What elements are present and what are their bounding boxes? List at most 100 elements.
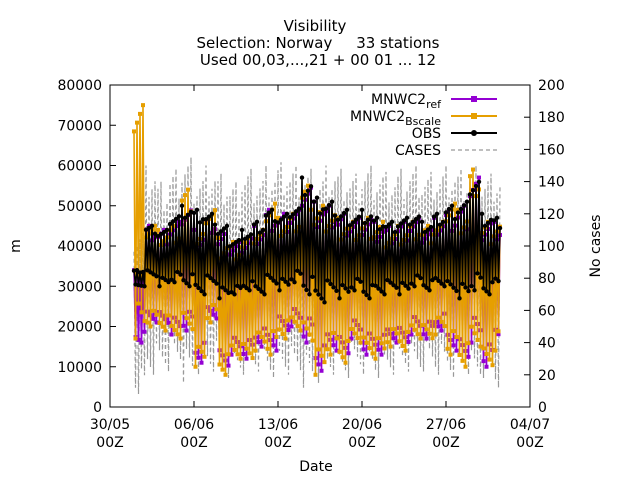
data-point [187,321,192,326]
data-point [304,287,309,293]
data-point [169,277,174,282]
data-point [183,193,187,198]
data-point [382,292,387,297]
data-point [481,359,486,364]
data-point [220,285,225,290]
y2-tick-label: 60 [538,303,556,319]
data-point [287,215,293,220]
data-point [274,281,279,286]
data-point [194,207,200,212]
data-point [257,230,263,235]
y2-tick-label: 120 [538,207,565,223]
data-point [286,318,291,323]
data-point [271,329,276,334]
data-point [202,354,207,359]
data-point [326,202,332,208]
x-tick-label-hour: 00Z [348,435,375,451]
x-tick-label-hour: 00Z [264,435,291,451]
data-point [319,296,324,301]
data-point [431,214,437,219]
data-point [454,288,459,294]
data-point [346,338,351,343]
data-point [314,195,320,200]
data-point [184,316,189,321]
data-point [323,206,329,211]
data-point [493,276,498,281]
data-point [397,339,402,344]
data-point [202,292,207,297]
data-point [208,275,213,281]
data-point [346,289,351,294]
data-point [374,215,380,221]
data-point [157,320,162,325]
data-point [491,218,497,223]
data-point [199,349,204,354]
data-point [148,324,153,329]
data-point [343,360,348,365]
data-point [226,352,231,357]
data-point [461,203,467,208]
data-point [391,336,396,341]
title-line-1: Visibility [284,17,347,35]
data-point [241,342,246,347]
data-point [247,351,252,356]
data-point [239,227,245,233]
data-point [353,217,359,222]
data-point [407,222,413,227]
data-point [182,215,188,221]
data-point [316,292,321,297]
data-point [425,227,431,232]
data-point [178,336,183,341]
data-point [424,285,429,290]
data-point [241,352,246,357]
data-point [302,192,308,198]
data-point [307,292,312,297]
data-point [383,224,389,230]
data-point [254,219,260,225]
data-point [442,284,447,289]
data-point [358,279,363,284]
data-point [193,364,198,369]
data-point [349,336,354,341]
data-point [426,223,430,228]
data-point [235,352,240,357]
data-point [136,337,141,342]
data-point [457,352,462,357]
data-point [463,364,468,369]
data-point [452,216,458,222]
data-point [133,336,138,341]
data-point [292,280,297,285]
data-point [152,231,158,236]
data-point [186,187,190,192]
data-point [395,224,401,229]
data-point [301,283,306,288]
data-point [280,332,285,337]
data-point [325,347,330,352]
data-point [479,211,485,216]
y2-tick-label: 100 [538,239,565,255]
data-point [313,372,318,377]
data-point [242,236,248,242]
data-point [409,323,414,328]
data-point [156,227,160,232]
y-tick-label: 20000 [57,320,102,336]
data-point [211,278,216,284]
data-point [316,362,321,367]
data-point [466,354,471,359]
y2-tick-label: 20 [538,368,556,384]
data-point [298,328,303,333]
data-point [170,219,176,224]
data-point [224,223,230,229]
data-point [454,335,459,340]
data-point [370,351,375,356]
data-point [139,340,144,345]
data-point [248,232,254,237]
data-point [436,324,441,329]
data-point [190,271,195,277]
data-point [211,312,216,317]
data-point [422,229,428,235]
data-point [470,188,476,193]
data-point [400,280,405,286]
legend-label: CASES [395,143,441,159]
data-point [439,281,444,286]
